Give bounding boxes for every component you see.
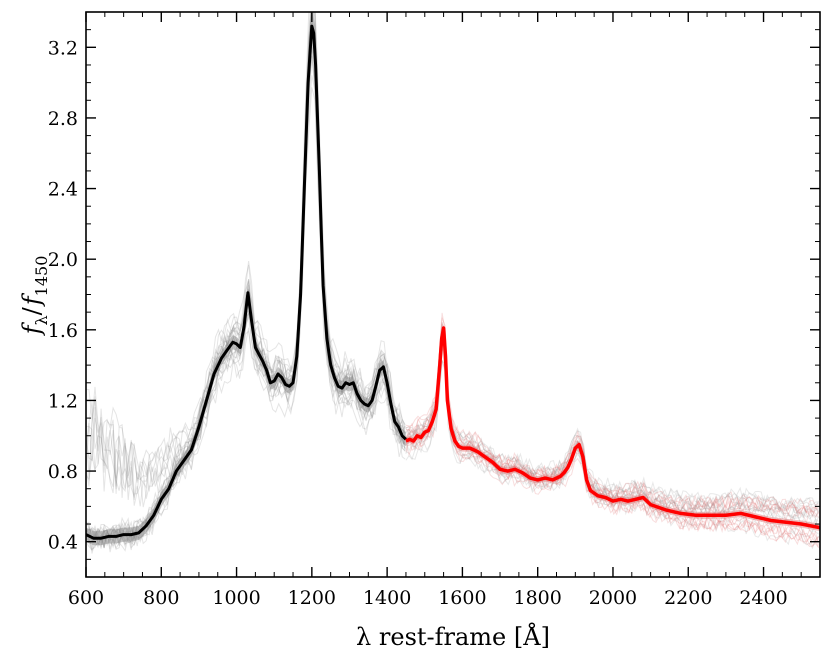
red-composite-line <box>405 326 820 530</box>
y-tick-label: 3.2 <box>48 37 78 59</box>
blue-sample-spectrum <box>86 39 406 508</box>
blue-sample-spectrum <box>86 12 406 541</box>
blue-sample-spectrum <box>86 75 406 554</box>
blue-sample-spectrum <box>86 12 406 500</box>
blue-sample-spectrum <box>86 12 406 500</box>
y-label-sub2: 1450 <box>32 256 51 297</box>
blue-sample-spectrum <box>86 56 406 551</box>
blue-sample-spectrum <box>86 87 406 506</box>
individual-spectra <box>86 12 819 554</box>
y-tick-label: 1.6 <box>48 320 78 342</box>
x-axis-label: λ rest-frame [Å] <box>356 622 550 651</box>
composite-lines <box>86 24 820 540</box>
y-tick-label: 2.8 <box>48 108 78 130</box>
y-label-sub1: λ <box>32 315 51 325</box>
y-axis-label: fλ/f1450 <box>18 256 51 337</box>
uncertainty-bands <box>86 19 820 546</box>
red-sample-spectrum <box>405 327 819 514</box>
y-tick-label: 1.2 <box>48 390 78 412</box>
red-sample-spectrum <box>405 322 819 515</box>
red-sample-spectrum <box>405 360 819 520</box>
plot-frame <box>85 11 821 578</box>
x-tick-label: 1800 <box>514 587 562 609</box>
x-tick-label: 2200 <box>664 587 712 609</box>
y-tick-label: 0.4 <box>48 532 78 554</box>
red-sample-spectrum <box>405 348 819 516</box>
blue-sample-spectrum <box>86 12 406 544</box>
y-tick-label: 0.8 <box>48 461 78 483</box>
blue-sample-spectrum <box>86 46 406 495</box>
red-sample-spectrum <box>405 317 819 546</box>
red-sample-spectrum <box>405 337 819 537</box>
x-tick-label: 1600 <box>438 587 486 609</box>
blue-sample-spectrum <box>86 45 406 492</box>
x-tick-label: 2000 <box>589 587 637 609</box>
x-tick-label: 600 <box>68 587 104 609</box>
red-sample-spectrum <box>405 336 819 550</box>
red-sample-spectrum <box>405 323 819 518</box>
y-tick-label: 2.4 <box>48 179 78 201</box>
red-sample-spectrum <box>405 360 819 521</box>
axis-ticks: 600 800 1000 1200 1400 1600 1800 2000 2200 2400 0.… <box>48 11 821 609</box>
red-sample-spectrum <box>405 334 819 548</box>
x-tick-label: 1200 <box>288 587 336 609</box>
red-sample-spectrum <box>405 328 819 509</box>
blue-sample-spectrum <box>86 40 406 549</box>
y-label-slash: / <box>18 306 46 315</box>
red-sample-spectrum <box>405 336 819 514</box>
x-tick-label: 1000 <box>212 587 260 609</box>
red-sample-spectrum <box>405 341 819 517</box>
x-tick-label: 1400 <box>363 587 411 609</box>
red-sample-spectrum <box>405 329 819 511</box>
y-tick-label: 2.0 <box>48 249 78 271</box>
blue-composite-line <box>86 24 407 540</box>
red-sample-spectrum <box>405 343 819 527</box>
blue-sample-spectrum <box>86 12 406 488</box>
x-tick-label: 800 <box>143 587 179 609</box>
red-sample-spectrum <box>405 359 819 542</box>
x-tick-label: 2400 <box>739 587 787 609</box>
blue-sample-spectrum <box>86 12 406 546</box>
red-sample-spectrum <box>405 336 819 543</box>
blue-sample-spectrum <box>86 13 406 507</box>
